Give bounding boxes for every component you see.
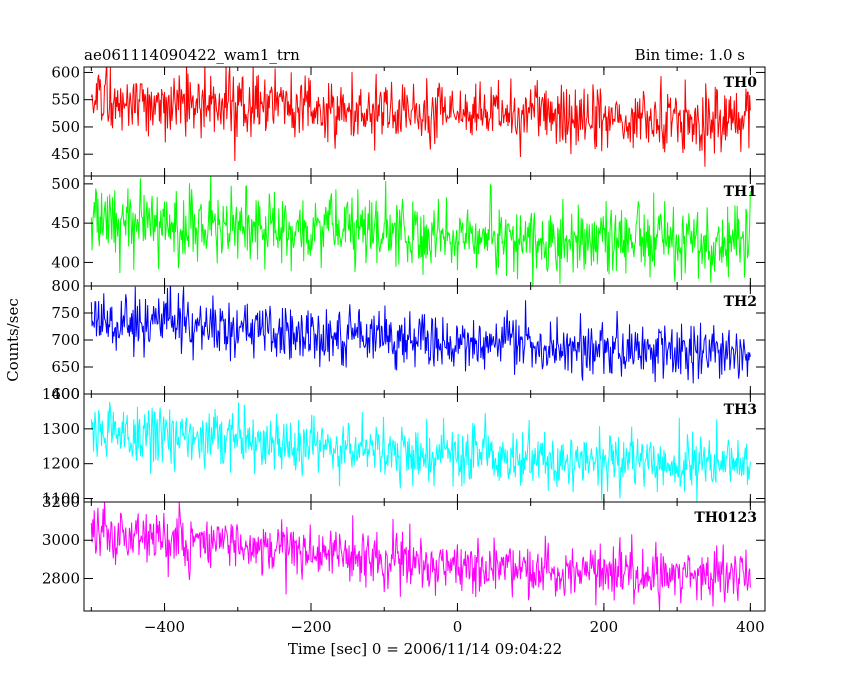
y-tick-label: 500	[51, 175, 80, 193]
y-tick-label: 1400	[42, 385, 80, 403]
y-tick-label: 450	[51, 145, 80, 163]
y-tick-label: 700	[51, 331, 80, 349]
panel-label-th0: TH0	[724, 75, 758, 91]
panel-frame	[83, 501, 766, 612]
panel-label-th3: TH3	[724, 402, 757, 418]
y-tick-label: 800	[51, 277, 80, 295]
header-left: ae061114090422_wam1_trn	[84, 46, 300, 64]
y-tick-label: 1100	[42, 490, 80, 508]
y-tick-label: 750	[51, 304, 80, 322]
y-tick-label: 1200	[42, 455, 80, 473]
series-line-th3	[90, 401, 751, 502]
x-tick-label: 0	[453, 618, 463, 636]
y-tick-label: 1300	[42, 420, 80, 438]
panel-frame	[83, 393, 766, 503]
panel-th0: 450 500 550 600 TH0	[51, 64, 766, 177]
y-tick-label: 600	[51, 385, 80, 403]
y-tick-label: 650	[51, 358, 80, 376]
x-axis: −400 −200 0 200 400	[144, 618, 765, 636]
y-axis-label: Counts/sec	[4, 298, 22, 382]
panel-th0123: 2800 3000 3200 TH0123	[42, 493, 766, 612]
y-tick-label: 2800	[42, 570, 80, 588]
series-line-th0	[90, 67, 751, 167]
y-tick-label: 400	[51, 253, 80, 271]
y-tick-label: 3200	[42, 493, 80, 511]
panel-label-th1: TH1	[724, 184, 757, 200]
panels-group: 450 500 550 600 TH0 400 450 500 TH1 600 650 700 750 8…	[42, 64, 766, 612]
panel-th3: 1100 1200 1300 1400 TH3	[42, 385, 766, 508]
y-tick-label: 550	[51, 91, 80, 109]
panel-label-th2: TH2	[724, 294, 757, 310]
panel-th2: 600 650 700 750 800 TH2	[51, 277, 766, 403]
panel-th1: 400 450 500 TH1	[51, 175, 766, 287]
y-tick-label: 450	[51, 214, 80, 232]
x-tick-label: 400	[736, 618, 765, 636]
x-tick-label: 200	[590, 618, 619, 636]
x-tick-label: −200	[290, 618, 331, 636]
series-line-th1	[90, 176, 751, 286]
series-line-th0123	[90, 502, 751, 611]
x-axis-label: Time [sec] 0 = 2006/11/14 09:04:22	[288, 640, 562, 658]
y-tick-label: 3000	[42, 531, 80, 549]
header-right: Bin time: 1.0 s	[635, 46, 745, 64]
panel-label-th0123: TH0123	[694, 510, 757, 526]
series-line-th2	[90, 286, 751, 384]
x-tick-label: −400	[144, 618, 185, 636]
y-tick-label: 600	[51, 64, 80, 82]
y-tick-label: 500	[51, 118, 80, 136]
